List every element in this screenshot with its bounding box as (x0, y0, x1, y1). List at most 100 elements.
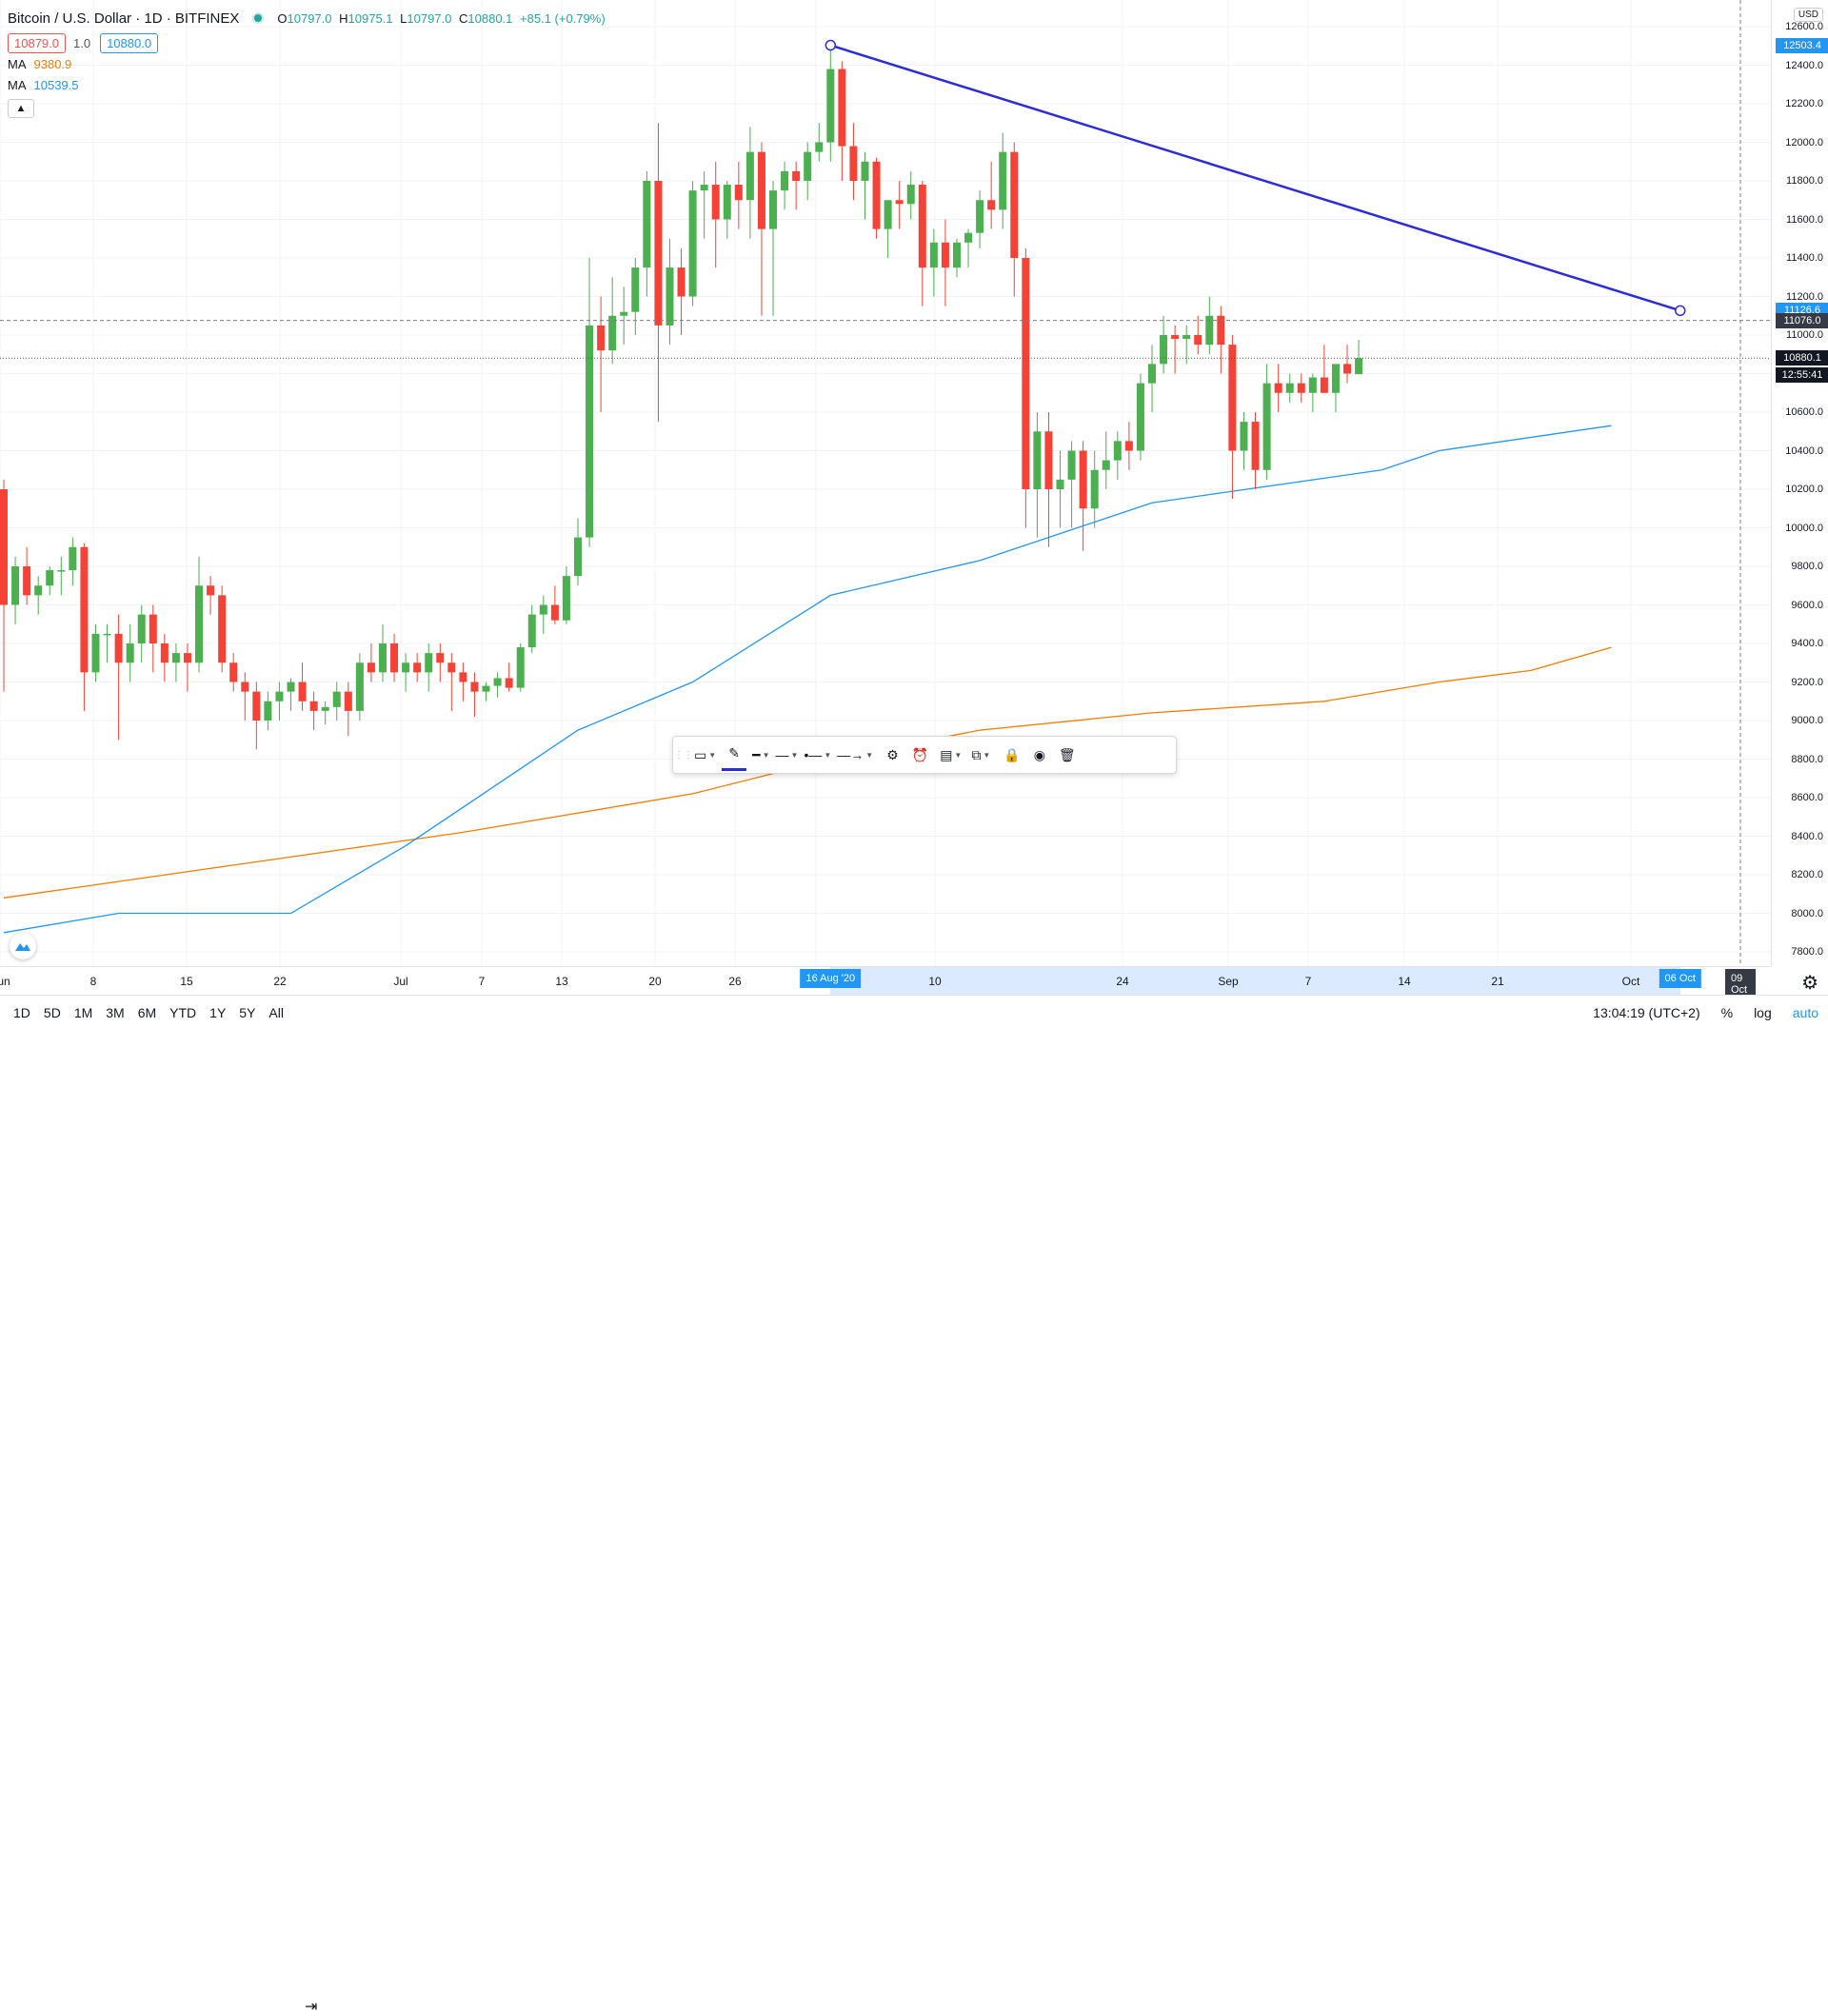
price-tick-label: 10200.0 (1785, 484, 1823, 495)
candle-body (252, 691, 261, 721)
template-icon[interactable]: ▭ ▼ (694, 746, 717, 762)
candle-body (344, 691, 352, 711)
time-tick-label: 15 (180, 975, 193, 988)
price-axis[interactable]: USD 12600.0 12400.0 12200.0 12000.0 11800.0 1… (1771, 0, 1828, 966)
candle-body (11, 566, 20, 605)
range-5d[interactable]: 5D (43, 1004, 61, 1020)
candle-body (1217, 315, 1225, 346)
symbol-title[interactable]: Bitcoin / U.S. Dollar · 1D · BITFINEX (8, 10, 240, 27)
line-width-icon[interactable]: — ▼ (775, 747, 799, 762)
price-tag-anchor: 12503.4 (1776, 37, 1828, 53)
price-tick-label: 12400.0 (1785, 59, 1823, 71)
candle-body (631, 267, 640, 312)
range-1y[interactable]: 1Y (209, 1004, 227, 1020)
candle-body (1171, 335, 1180, 340)
candle-body (1067, 450, 1076, 480)
candle-body (287, 682, 295, 692)
time-tick-label: Jul (393, 975, 408, 988)
range-1d[interactable]: 1D (13, 1004, 30, 1020)
candle-body (608, 315, 617, 351)
candle-body (46, 570, 54, 586)
ma-slow-legend[interactable]: MA 9380.9 (8, 56, 72, 71)
candle-body (1343, 364, 1352, 374)
range-1m[interactable]: 1M (73, 1004, 93, 1020)
candle-body (1124, 441, 1133, 451)
layers-icon[interactable]: ▤ ▼ (940, 746, 963, 762)
lock-icon[interactable]: 🔒 (1003, 746, 1021, 762)
candle-body (1079, 450, 1087, 509)
candle-body (402, 662, 410, 673)
buy-price-button[interactable]: 10880.0 (100, 32, 159, 53)
line-style-icon[interactable]: •— ▼ (804, 747, 832, 762)
candle-body (574, 537, 582, 577)
price-tick-label: 11000.0 (1786, 329, 1823, 341)
time-axis[interactable]: un81522Jul7132026Aug1024Sep71421Oct16 Au… (0, 966, 1771, 1011)
candle-body (1205, 315, 1214, 346)
ma-fast-legend[interactable]: MA 10539.5 (8, 77, 79, 92)
range-6m[interactable]: 6M (137, 1004, 157, 1020)
candle-body (1228, 345, 1237, 451)
candle-body (80, 546, 89, 673)
candle-body (952, 242, 961, 268)
candle-body (390, 643, 399, 673)
candle-body (160, 643, 169, 663)
candle-body (597, 325, 606, 351)
candle-body (849, 146, 858, 181)
pencil-color-icon[interactable]: ✎ (722, 740, 747, 771)
candle-body (1010, 151, 1019, 258)
price-tick-label: 9400.0 (1791, 638, 1823, 649)
sell-price-button[interactable]: 10879.0 (8, 32, 66, 53)
candle-body (999, 151, 1007, 210)
range-ytd[interactable]: YTD (169, 1004, 197, 1020)
price-tick-label: 9800.0 (1791, 561, 1823, 572)
candle-body (516, 647, 525, 688)
candle-body (229, 662, 238, 682)
gear-icon[interactable]: ⚙ (1801, 973, 1818, 994)
candle-body (550, 604, 559, 621)
chart-legend: Bitcoin / U.S. Dollar · 1D · BITFINEX O1… (8, 8, 609, 118)
line-color-icon[interactable]: ━ ▼ (752, 746, 770, 762)
price-tick-label: 8400.0 (1791, 830, 1823, 842)
candle-body (527, 614, 536, 648)
range-all[interactable]: All (268, 1004, 284, 1020)
drag-handle-icon[interactable]: ⋮⋮ (674, 749, 693, 761)
price-tick-label: 12600.0 (1785, 21, 1823, 32)
clock-timezone[interactable]: 13:04:19 (UTC+2) (1593, 1004, 1700, 1020)
candle-body (126, 643, 134, 663)
candle-body (872, 161, 881, 229)
candle-body (493, 678, 502, 686)
time-tick-label: Oct (1621, 975, 1640, 988)
chart-pane[interactable]: Bitcoin / U.S. Dollar · 1D · BITFINEX O1… (0, 0, 1771, 966)
candle-body (1355, 358, 1363, 375)
price-chart[interactable] (0, 0, 1771, 966)
candle-body (1274, 383, 1282, 393)
trash-icon[interactable]: 🗑 (1058, 746, 1076, 762)
currency-label[interactable]: USD (1793, 8, 1823, 22)
log-toggle[interactable]: log (1754, 1004, 1772, 1020)
gear-icon[interactable]: ⚙ (886, 746, 899, 762)
clone-icon[interactable]: ⧉ ▼ (971, 746, 991, 762)
alert-icon[interactable]: ⏰ (911, 746, 929, 762)
percent-toggle[interactable]: % (1720, 1004, 1734, 1020)
time-tick-label: 13 (555, 975, 568, 988)
candle-body (1148, 364, 1156, 384)
candle-body (792, 170, 801, 181)
auto-scale-toggle[interactable]: auto (1792, 1004, 1818, 1020)
candle-body (355, 662, 364, 711)
range-5y[interactable]: 5Y (239, 1004, 256, 1020)
candle-body (1090, 469, 1099, 509)
range-3m[interactable]: 3M (106, 1004, 125, 1020)
market-open-dot (252, 12, 265, 24)
candle-body (264, 701, 272, 721)
chevron-up-icon[interactable]: ▲ (8, 99, 34, 118)
logo-icon[interactable] (10, 933, 36, 959)
drawing-toolbar: ⋮⋮ ▭ ▼ ✎ ━ ▼ — ▼ •— ▼ —→ ▼ ⚙ ⏰ ▤ ▼ ⧉ ▼ 🔒 ◉ 🗑 (672, 736, 1177, 774)
go-to-date-icon[interactable]: ⇥ (305, 1999, 318, 2015)
candle-body (1102, 460, 1110, 470)
line-end-icon[interactable]: —→ ▼ (837, 747, 874, 762)
candle-body (1320, 377, 1328, 393)
candle-body (906, 185, 915, 205)
candle-body (677, 267, 686, 297)
candle-body (447, 662, 456, 673)
visibility-icon[interactable]: ◉ (1033, 746, 1045, 762)
